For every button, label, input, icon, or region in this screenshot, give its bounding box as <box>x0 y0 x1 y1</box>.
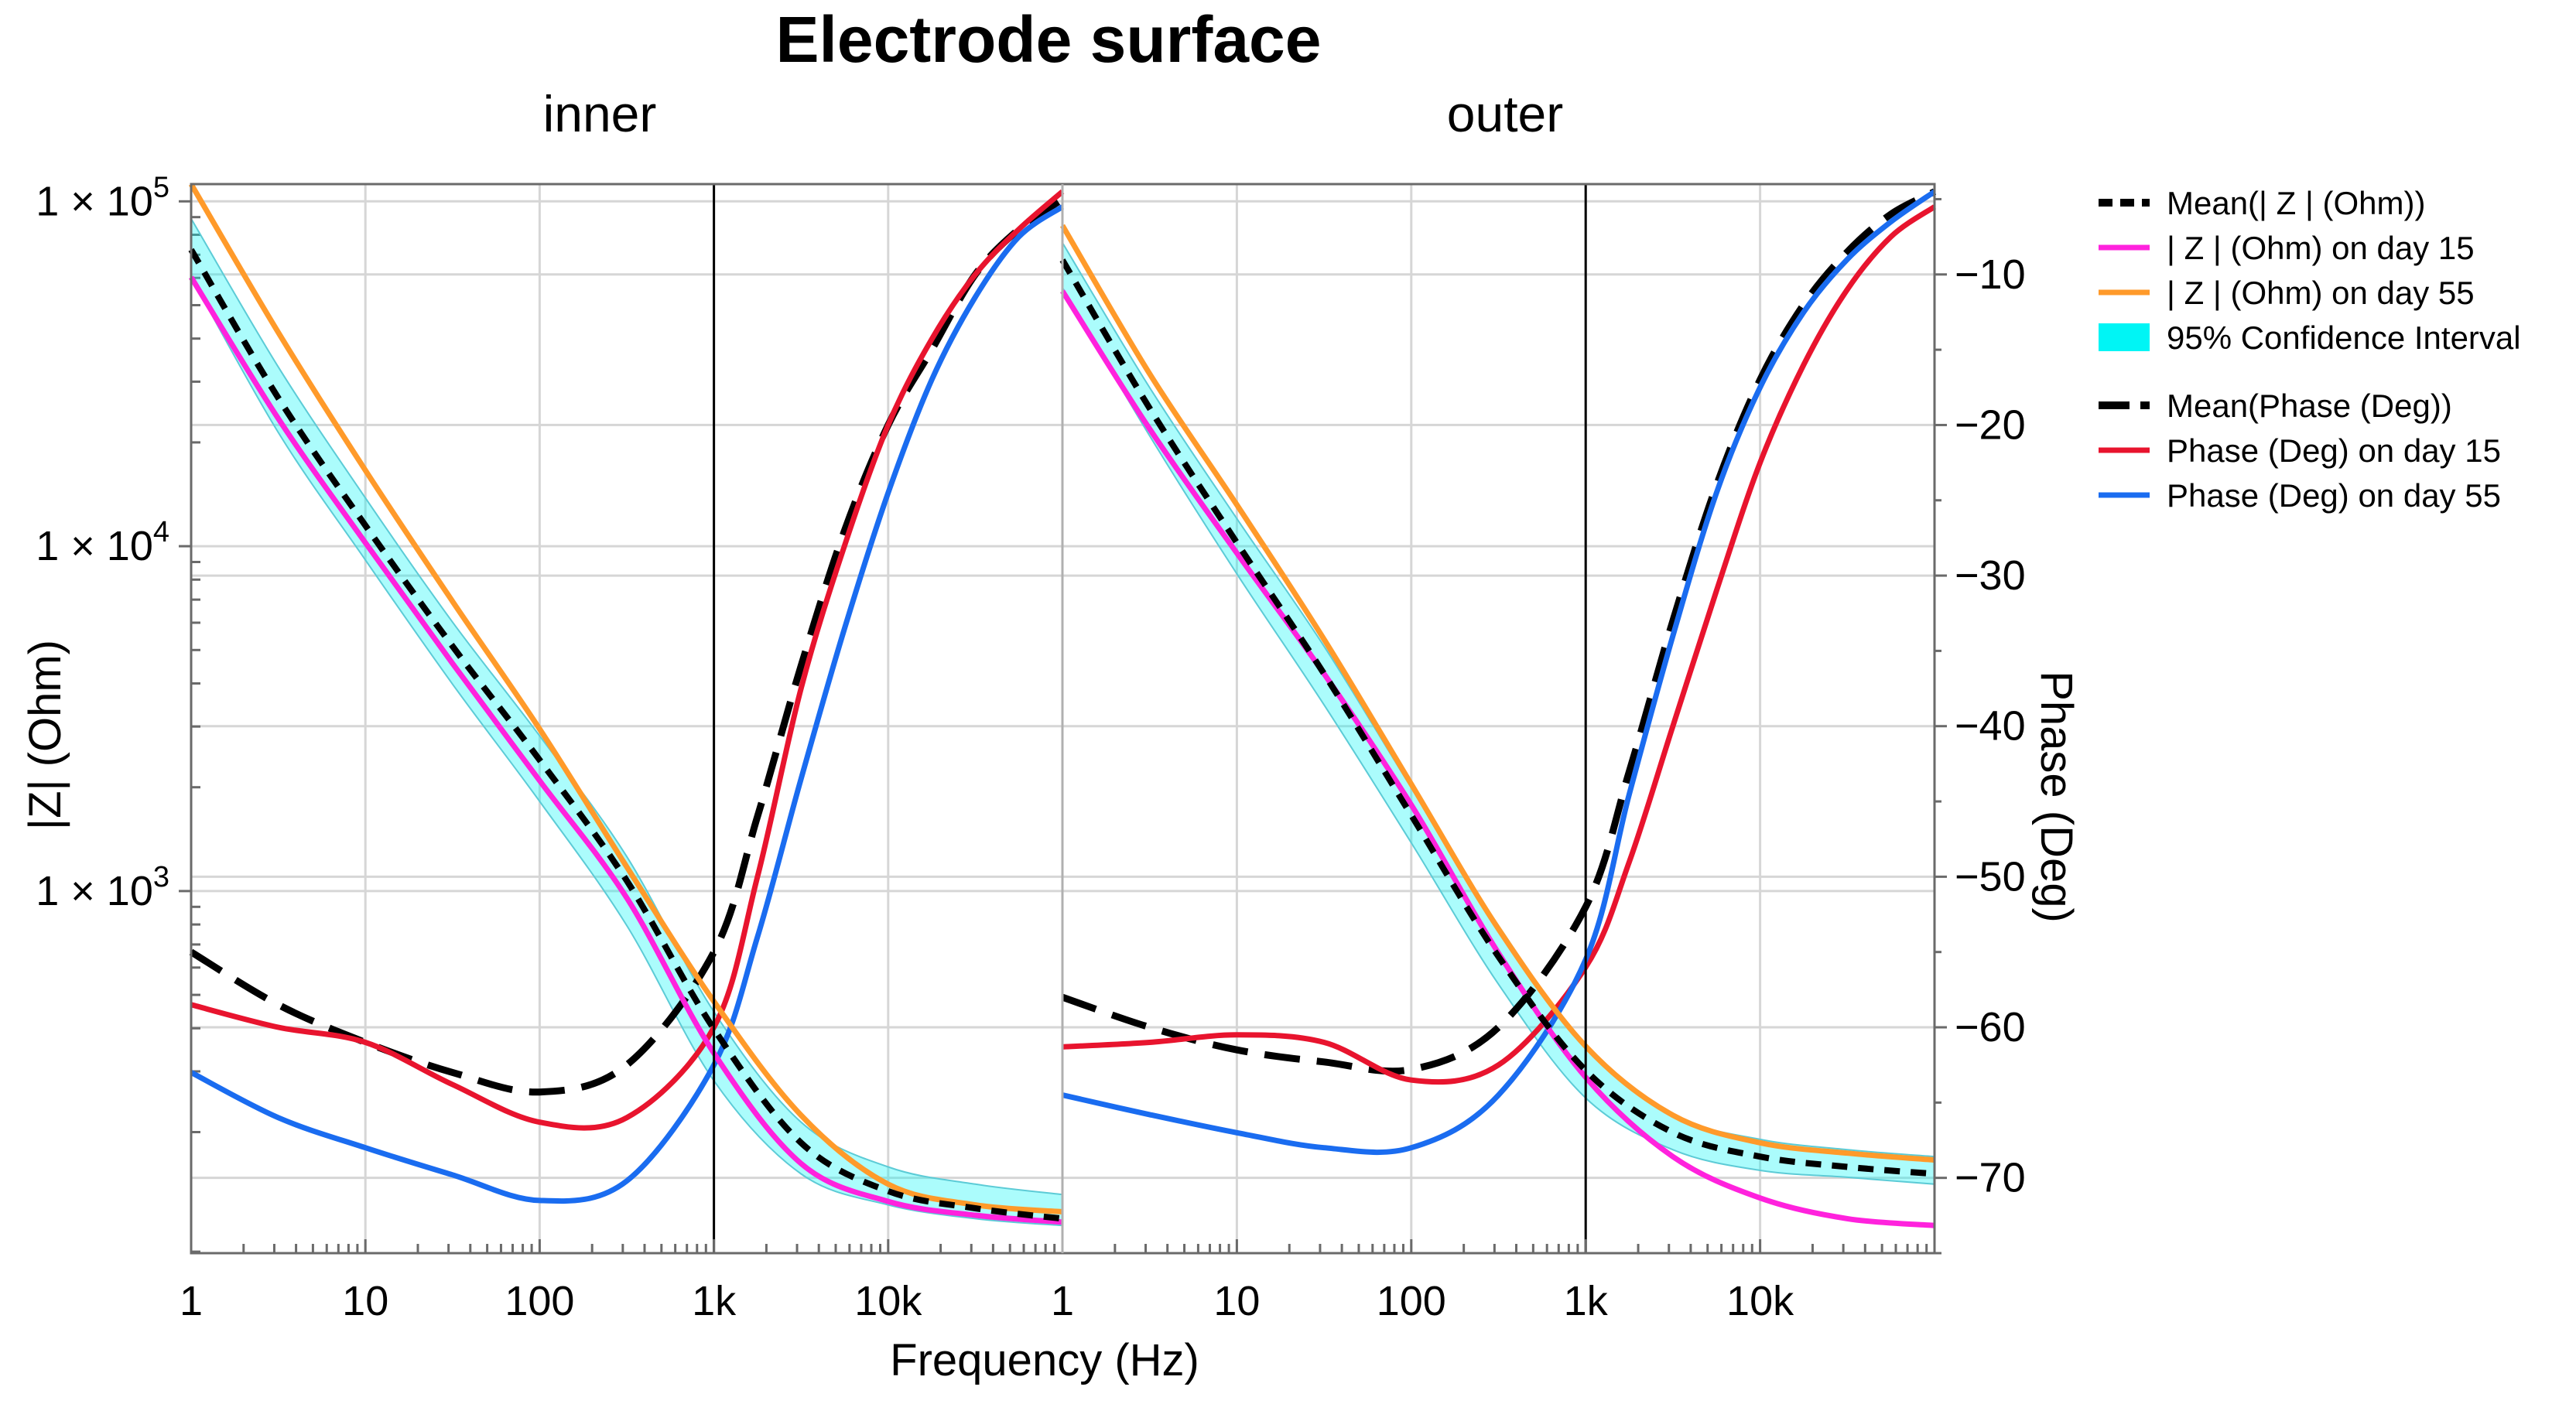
phase-day55-line-outer <box>1062 189 1936 1156</box>
left-tick-base: 1 × 10 <box>36 523 153 569</box>
legend-label-1: | Z | (Ohm) on day 15 <box>2167 230 2475 266</box>
panel-title-outer: outer <box>1447 85 1563 142</box>
right-tick-label-5: −60 <box>1955 1004 2026 1050</box>
left-tick-exponent: 3 <box>153 861 169 893</box>
x-tick-label-outer-0: 1 <box>1051 1278 1074 1324</box>
right-tick-label-2: −30 <box>1955 552 2026 599</box>
mag-mean-line-outer <box>1059 258 1935 1177</box>
phase-day55-line-inner <box>190 204 1064 1204</box>
legend-label-5: Phase (Deg) on day 15 <box>2167 432 2501 469</box>
left-axis-label: |Z| (Ohm) <box>20 640 70 830</box>
x-tick-label-inner-4: 10k <box>854 1278 922 1324</box>
right-tick-label-4: −50 <box>1955 853 2026 900</box>
left-tick-label-2: 1 × 103 <box>36 861 169 914</box>
x-tick-label-inner-0: 1 <box>180 1278 203 1324</box>
right-tick-label-1: −20 <box>1955 401 2026 448</box>
x-tick-label-outer-1: 10 <box>1213 1278 1260 1324</box>
legend-label-2: | Z | (Ohm) on day 55 <box>2167 275 2475 311</box>
mag-day55-line-outer <box>1059 224 1935 1163</box>
left-tick-base: 1 × 10 <box>36 178 153 224</box>
x-tick-label-inner-3: 1k <box>692 1278 737 1324</box>
right-axis-label: Phase (Deg) <box>2031 671 2082 923</box>
panel-title-inner: inner <box>543 85 657 142</box>
phase-day15-line-inner <box>190 190 1065 1131</box>
phase-mean-line-inner <box>189 196 1065 1096</box>
ci-band-inner <box>190 215 1063 1227</box>
mag-day55-line-inner <box>188 183 1063 1214</box>
x-tick-label-outer-2: 100 <box>1377 1278 1446 1324</box>
left-tick-base: 1 × 10 <box>36 868 153 914</box>
x-tick-label-outer-3: 1k <box>1564 1278 1609 1324</box>
phase-mean-line-outer <box>1061 188 1937 1075</box>
left-tick-exponent: 5 <box>153 171 169 203</box>
legend-label-4: Mean(Phase (Deg)) <box>2167 388 2452 424</box>
x-tick-label-inner-2: 100 <box>505 1278 574 1324</box>
x-tick-label-outer-4: 10k <box>1726 1278 1794 1324</box>
right-tick-label-0: −10 <box>1955 251 2026 298</box>
legend: Mean(| Z | (Ohm)) | Z | (Ohm) on day 15 | … <box>2099 185 2521 514</box>
chart-title: Electrode surface <box>776 3 1322 76</box>
phase-day15-line-outer <box>1062 204 1936 1085</box>
legend-swatch-3 <box>2099 323 2150 351</box>
x-axis-label: Frequency (Hz) <box>890 1335 1199 1385</box>
left-tick-label-0: 1 × 105 <box>36 171 169 224</box>
left-tick-exponent: 4 <box>153 516 169 548</box>
legend-label-3: 95% Confidence Interval <box>2167 319 2521 356</box>
mag-day15-line-outer <box>1060 289 1935 1228</box>
right-tick-label-3: −40 <box>1955 703 2026 750</box>
left-tick-label-1: 1 × 104 <box>36 516 169 569</box>
legend-label-6: Phase (Deg) on day 55 <box>2167 477 2501 514</box>
x-tick-label-inner-1: 10 <box>342 1278 388 1324</box>
legend-label-0: Mean(| Z | (Ohm)) <box>2167 185 2426 221</box>
mag-mean-line-inner <box>188 248 1063 1222</box>
right-tick-label-6: −70 <box>1955 1155 2026 1201</box>
mag-day15-line-inner <box>189 275 1063 1225</box>
